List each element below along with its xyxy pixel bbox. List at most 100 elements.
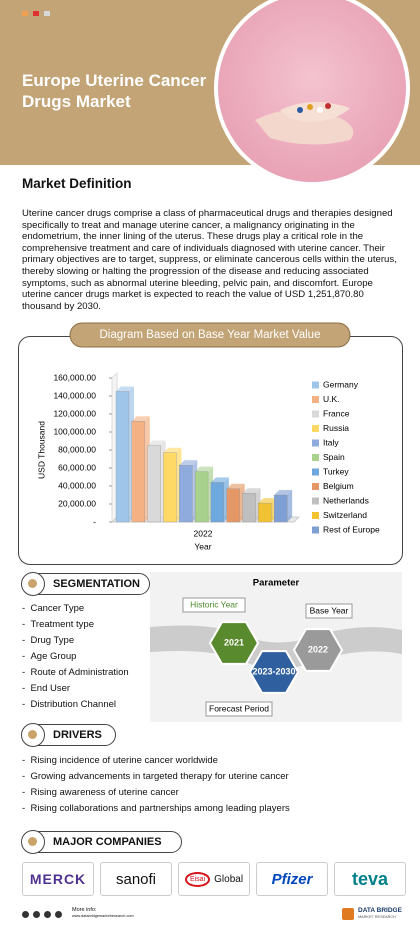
bar <box>147 445 161 523</box>
x-tick-label: 2022 <box>194 528 213 538</box>
bar <box>115 391 130 523</box>
bar-side <box>287 490 293 522</box>
legend-label: Spain <box>323 452 345 462</box>
more-info: More info: <box>72 907 97 913</box>
forecast-label: Forecast Period <box>209 703 269 713</box>
dot <box>44 11 50 16</box>
bullet: - <box>22 651 31 662</box>
logo: sanofi <box>100 862 172 896</box>
label-box <box>305 603 353 619</box>
item-text: Rising awareness of uterine cancer <box>30 787 179 798</box>
bar-top <box>147 440 166 446</box>
icon <box>21 572 45 596</box>
pill-icon <box>325 103 331 109</box>
legend-swatch <box>312 439 319 447</box>
icon <box>21 723 45 747</box>
y-tick-label: 60,000.00 <box>58 462 96 472</box>
pill-icon <box>297 107 303 113</box>
page-title: Europe Uterine Cancer Drugs Market <box>22 71 207 111</box>
chart-title-pill <box>69 322 351 348</box>
bar-top <box>163 447 182 453</box>
parameter-title: Parameter <box>253 578 300 589</box>
bar-top <box>116 386 134 392</box>
section-pill: SEGMENTATION <box>21 572 150 596</box>
logo-text: sanofi <box>115 870 157 888</box>
logo: MERCK <box>22 862 94 896</box>
pill-icon <box>317 107 323 113</box>
driver-list: - Rising incidence of uterine cancer wor… <box>22 753 290 817</box>
bar <box>179 465 193 523</box>
bar <box>210 482 225 523</box>
y-tick-label: 40,000.00 <box>58 480 96 490</box>
list-item: - Age Group <box>22 649 129 665</box>
legend-swatch <box>312 454 319 461</box>
bar <box>194 471 209 523</box>
hexagon-label: 2023-2030 <box>252 666 295 676</box>
bullet: - <box>22 603 31 614</box>
brand-sub: MARKET RESEARCH <box>358 915 396 919</box>
bar <box>242 493 256 523</box>
legend-label: Russia <box>323 423 349 433</box>
section-heading: SEGMENTATION <box>53 578 140 590</box>
bar-top <box>210 477 229 483</box>
chart: Diagram Based on Base Year Market Value … <box>36 322 380 551</box>
section-pill: DRIVERS <box>21 723 116 747</box>
legend-label: Switzerland <box>323 510 367 520</box>
legend-swatch <box>312 512 319 519</box>
bullet: - <box>22 635 31 646</box>
hexagon <box>248 650 300 694</box>
list-item: - Cancer Type <box>22 601 129 617</box>
legend-swatch <box>312 483 319 490</box>
list-item: - Treatment type <box>22 617 129 633</box>
bar <box>163 452 177 523</box>
icon <box>33 911 40 918</box>
icon <box>55 911 62 918</box>
section-heading: MAJOR COMPANIES <box>53 836 162 848</box>
legend-label: Netherlands <box>323 495 369 505</box>
logo: Eisai Global <box>178 862 250 896</box>
url: www.databridgemarketresearch.com <box>72 914 134 918</box>
dot <box>22 11 28 16</box>
pill-icon <box>307 104 313 110</box>
item-text: Distribution Channel <box>30 699 116 710</box>
hands <box>280 101 350 122</box>
bar-top <box>179 460 198 466</box>
item-text: Treatment type <box>30 619 94 630</box>
logo-text: Global <box>214 873 244 885</box>
logo-text: Eisai <box>184 871 211 887</box>
y-tick-label: 140,000.00 <box>53 390 96 400</box>
item-text: Rising incidence of uterine cancer world… <box>30 755 218 766</box>
icon <box>22 911 29 918</box>
section-heading: Market Definition <box>22 176 132 191</box>
list-item: - Rising incidence of uterine cancer wor… <box>22 753 290 769</box>
icon <box>44 911 51 918</box>
bar-top <box>195 466 214 472</box>
brand: DATA BRIDGE <box>358 907 402 914</box>
segment-list: - Cancer Type - Treatment type - Drug Type… <box>22 601 129 713</box>
legend-label: U.K. <box>323 394 340 404</box>
list-item: - Distribution Channel <box>22 697 129 713</box>
logo: teva <box>334 862 406 896</box>
bar <box>131 421 145 523</box>
brand-icon <box>342 908 354 920</box>
social-icons <box>22 911 62 918</box>
legend-label: Belgium <box>323 481 354 491</box>
bar-top <box>258 498 277 504</box>
bar-top <box>242 488 261 494</box>
logo-text: Pfizer <box>271 870 313 888</box>
bar-top <box>226 483 245 489</box>
definition-text: Uterine cancer drugs comprise a class of… <box>22 208 397 312</box>
y-tick-label: 100,000.00 <box>53 426 96 436</box>
section-pill: MAJOR COMPANIES <box>21 830 182 854</box>
item-text: Route of Administration <box>30 667 129 678</box>
logo: Pfizer <box>256 862 328 896</box>
legend-swatch <box>312 497 319 505</box>
bar <box>274 494 288 523</box>
y-tick-label: 160,000.00 <box>53 372 96 382</box>
legend-label: Italy <box>323 437 339 447</box>
hexagon <box>208 621 260 665</box>
list-item: - Growing advancements in targeted thera… <box>22 769 290 785</box>
label-box <box>205 701 273 717</box>
item-text: Growing advancements in targeted therapy… <box>30 771 289 782</box>
